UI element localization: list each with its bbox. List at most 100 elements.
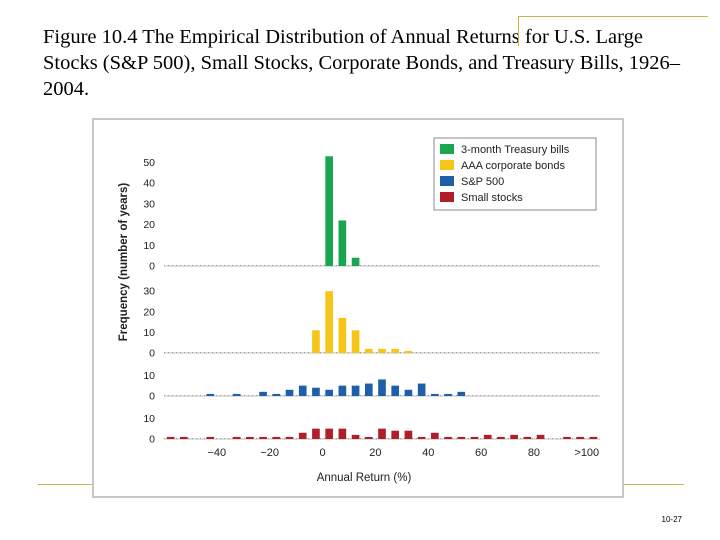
legend-swatch [440,192,454,202]
bar-s-p-500 [206,393,215,396]
bar-aaa-corporate-bonds [404,350,413,353]
x-axis-title: Annual Return (%) [317,472,412,484]
bar-small-stocks [417,436,426,439]
bar-small-stocks [259,436,267,439]
bar-small-stocks [457,436,466,439]
bar-small-stocks [510,434,518,439]
legend-label: Small stocks [461,192,523,204]
x-tick-label: −20 [260,447,279,459]
bar-small-stocks [166,436,175,439]
legend-label: AAA corporate bonds [461,160,565,172]
bar-small-stocks [563,436,571,439]
bar-s-p-500 [232,393,241,396]
bar-aaa-corporate-bonds [378,348,386,353]
bar-s-p-500 [404,389,413,396]
bar-small-stocks [364,436,373,439]
bar-small-stocks [576,436,585,439]
slide-number: 10-27 [661,515,682,524]
bar-aaa-corporate-bonds [312,330,320,353]
slide-title: Figure 10.4 The Empirical Distribution o… [43,26,681,100]
y-axis-title: Frequency (number of years) [118,183,130,342]
histogram-chart: 50 40 30 20 10 0 30 20 10 0 10 0 10 0 −40 −20 0 20 40 60 80 >… [92,118,624,498]
bar-s-p-500 [391,385,400,396]
bar-3-month-treasury-bills [325,156,333,266]
y-tick-label-aaa-corporate-bonds: 30 [143,286,155,298]
y-tick-label-aaa-corporate-bonds: 10 [143,327,155,339]
y-tick-label-3-month-treasury-bills: 0 [149,261,155,273]
bar-small-stocks [285,436,294,439]
bar-small-stocks [351,434,360,439]
legend-label: 3-month Treasury bills [461,144,570,156]
bar-s-p-500 [298,385,307,396]
bar-s-p-500 [351,385,360,396]
x-tick-label: 60 [475,447,487,459]
y-tick-label-3-month-treasury-bills: 20 [143,219,155,231]
bar-small-stocks [391,430,400,439]
legend-swatch [440,160,454,170]
y-tick-label-3-month-treasury-bills: 30 [143,198,155,210]
top-right-rule [518,16,708,17]
bar-s-p-500 [312,387,320,396]
bar-small-stocks [523,436,532,439]
x-tick-label: 80 [528,447,540,459]
bar-small-stocks [470,436,479,439]
bar-s-p-500 [431,393,439,396]
bar-small-stocks [232,436,241,439]
top-right-rule-vertical [518,16,519,46]
bar-small-stocks [431,432,439,439]
bar-small-stocks [272,436,281,439]
bar-s-p-500 [338,385,347,396]
bar-s-p-500 [259,391,267,396]
bar-s-p-500 [417,383,426,396]
bar-small-stocks [444,436,452,439]
y-tick-label-3-month-treasury-bills: 10 [143,240,155,252]
legend-box [433,137,597,211]
legend-label: S&P 500 [461,176,504,188]
legend-swatch [440,144,454,154]
bar-s-p-500 [457,391,466,396]
bar-small-stocks [483,434,492,439]
bar-aaa-corporate-bonds [325,291,333,353]
bar-small-stocks [378,428,386,439]
bar-small-stocks [404,430,413,439]
y-tick-label-small-stocks: 0 [149,434,155,446]
bar-small-stocks [246,436,254,439]
bar-aaa-corporate-bonds [338,317,347,353]
bar-small-stocks [312,428,320,439]
bar-small-stocks [206,436,215,439]
x-tick-label: >100 [574,447,599,459]
bar-small-stocks [536,434,545,439]
x-tick-label: 40 [422,447,434,459]
bar-s-p-500 [364,383,373,396]
histogram-svg: 50 40 30 20 10 0 30 20 10 0 10 0 10 0 −40 −20 0 20 40 60 80 >… [118,137,600,484]
y-tick-label-aaa-corporate-bonds: 20 [143,306,155,318]
y-tick-label-small-stocks: 10 [143,413,155,425]
legend-swatch [440,176,454,186]
bar-small-stocks [298,432,307,439]
bar-aaa-corporate-bonds [364,348,373,353]
bar-s-p-500 [272,393,281,396]
bar-s-p-500 [444,393,452,396]
y-tick-label-s-p-500: 0 [149,391,155,403]
bottom-right-rule [624,484,684,485]
y-tick-label-s-p-500: 10 [143,370,155,382]
bar-aaa-corporate-bonds [351,330,360,353]
bar-small-stocks [325,428,333,439]
bar-3-month-treasury-bills [338,220,347,266]
y-tick-label-3-month-treasury-bills: 40 [143,178,155,190]
bottom-left-rule [38,484,93,485]
bar-3-month-treasury-bills [351,257,360,266]
bar-small-stocks [179,436,188,439]
bar-small-stocks [338,428,347,439]
bar-small-stocks [497,436,505,439]
bar-s-p-500 [285,389,294,396]
y-tick-label-aaa-corporate-bonds: 0 [149,348,155,360]
bar-s-p-500 [378,379,386,396]
bar-aaa-corporate-bonds [391,348,400,353]
bar-s-p-500 [325,389,333,396]
bar-small-stocks [589,436,598,439]
x-tick-label: −40 [208,447,227,459]
y-tick-label-3-month-treasury-bills: 50 [143,157,155,169]
x-tick-label: 20 [369,447,381,459]
x-tick-label: 0 [319,447,325,459]
